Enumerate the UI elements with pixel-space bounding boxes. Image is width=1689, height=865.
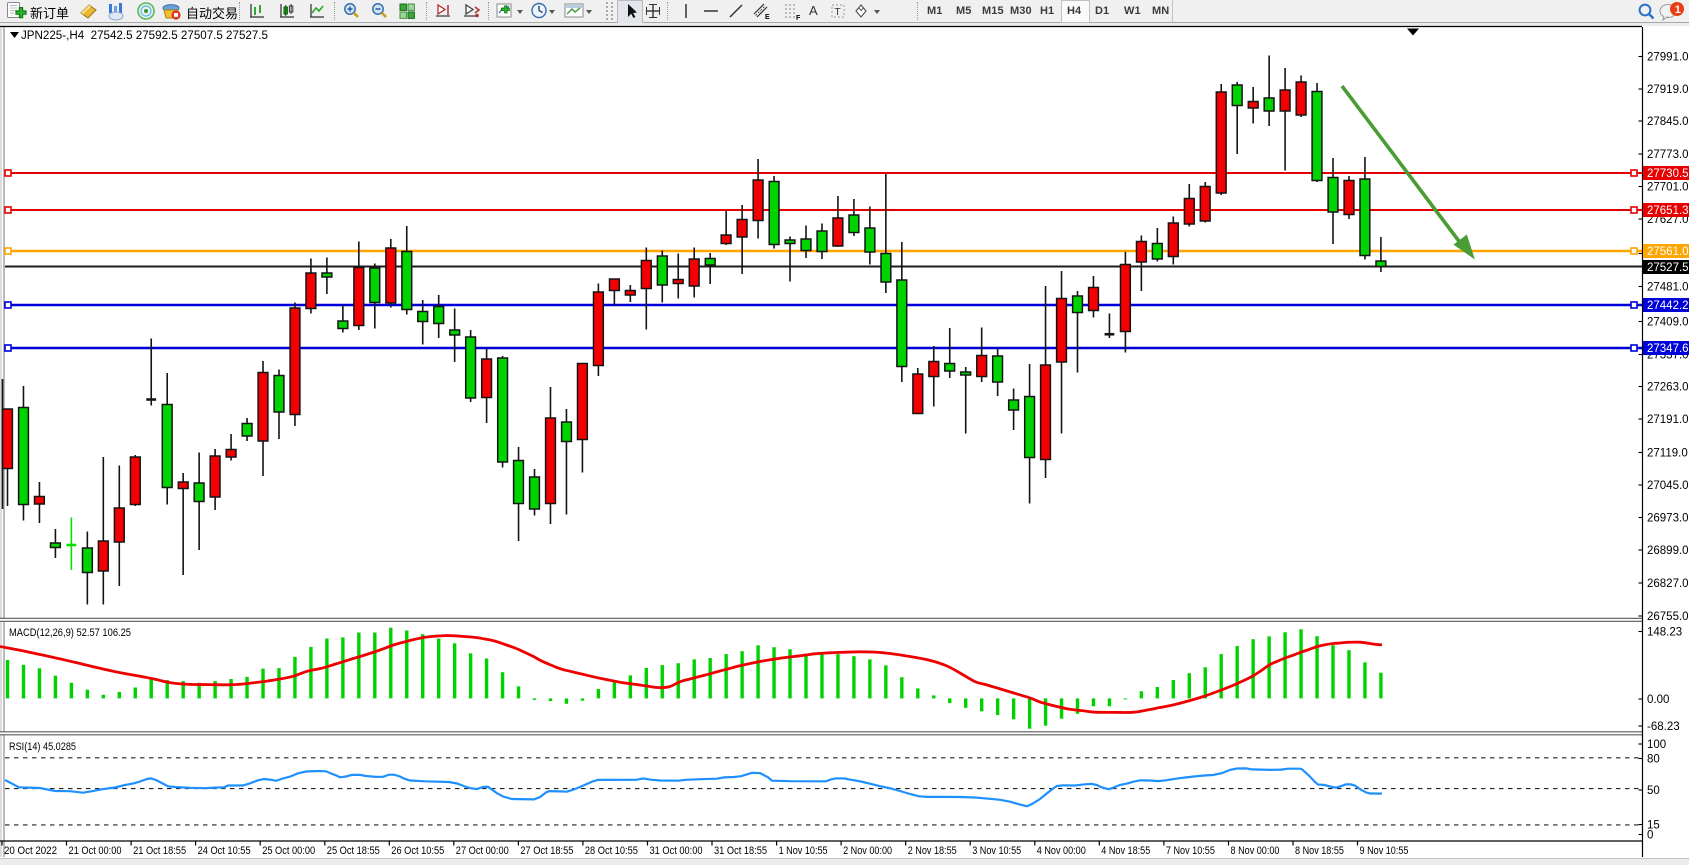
svg-text:MACD(12,26,9) 52.57 106.25: MACD(12,26,9) 52.57 106.25: [9, 627, 131, 639]
svg-text:26 Oct 10:55: 26 Oct 10:55: [391, 845, 444, 857]
svg-text:24 Oct 10:55: 24 Oct 10:55: [198, 845, 251, 857]
svg-text:27 Oct 00:00: 27 Oct 00:00: [456, 845, 509, 857]
svg-text:27730.5: 27730.5: [1647, 168, 1689, 180]
svg-text:0.00: 0.00: [1647, 694, 1669, 706]
svg-text:25 Oct 00:00: 25 Oct 00:00: [262, 845, 315, 857]
svg-text:27442.2: 27442.2: [1647, 300, 1689, 312]
svg-text:27845.0: 27845.0: [1647, 116, 1689, 128]
svg-text:26827.0: 26827.0: [1647, 578, 1689, 590]
svg-text:27773.0: 27773.0: [1647, 149, 1689, 161]
svg-text:27527.5: 27527.5: [1647, 262, 1689, 274]
svg-text:27347.6: 27347.6: [1647, 343, 1689, 355]
svg-text:26899.0: 26899.0: [1647, 545, 1689, 557]
svg-text:27919.0: 27919.0: [1647, 84, 1689, 96]
svg-text:21 Oct 18:55: 21 Oct 18:55: [133, 845, 186, 857]
svg-text:JPN225-,H4 27542.5 27592.5 27: JPN225-,H4 27542.5 27592.5 27507.5 27527…: [21, 30, 268, 42]
svg-text:26755.0: 26755.0: [1647, 611, 1689, 623]
svg-text:25 Oct 18:55: 25 Oct 18:55: [327, 845, 380, 857]
svg-text:-68.23: -68.23: [1647, 721, 1680, 733]
svg-text:31 Oct 00:00: 31 Oct 00:00: [650, 845, 703, 857]
svg-text:148.23: 148.23: [1647, 627, 1682, 639]
svg-text:E: E: [765, 14, 770, 21]
svg-text:27991.0: 27991.0: [1647, 52, 1689, 64]
svg-text:27263.0: 27263.0: [1647, 382, 1689, 394]
svg-text:3 Nov 10:55: 3 Nov 10:55: [972, 845, 1021, 857]
svg-text:RSI(14) 45.0285: RSI(14) 45.0285: [9, 741, 76, 753]
svg-text:27045.0: 27045.0: [1647, 480, 1689, 492]
svg-text:2 Nov 00:00: 2 Nov 00:00: [843, 845, 892, 857]
svg-text:26973.0: 26973.0: [1647, 513, 1689, 525]
svg-text:31 Oct 18:55: 31 Oct 18:55: [714, 845, 767, 857]
svg-text:27651.3: 27651.3: [1647, 205, 1689, 217]
svg-text:20 Oct 2022: 20 Oct 2022: [4, 845, 57, 857]
svg-text:7 Nov 10:55: 7 Nov 10:55: [1166, 845, 1215, 857]
svg-text:15: 15: [1647, 820, 1660, 832]
svg-text:27701.0: 27701.0: [1647, 182, 1689, 194]
svg-text:1 Nov 10:55: 1 Nov 10:55: [779, 845, 828, 857]
svg-text:8 Nov 18:55: 8 Nov 18:55: [1295, 845, 1344, 857]
svg-text:27561.0: 27561.0: [1647, 246, 1689, 258]
svg-text:0: 0: [1647, 830, 1653, 842]
svg-text:2 Nov 18:55: 2 Nov 18:55: [908, 845, 957, 857]
svg-text:27 Oct 18:55: 27 Oct 18:55: [520, 845, 573, 857]
svg-text:27409.0: 27409.0: [1647, 317, 1689, 329]
svg-text:27191.0: 27191.0: [1647, 414, 1689, 426]
svg-text:21 Oct 00:00: 21 Oct 00:00: [69, 845, 122, 857]
svg-text:F: F: [796, 15, 801, 21]
svg-text:4 Nov 18:55: 4 Nov 18:55: [1101, 845, 1150, 857]
svg-text:9 Nov 10:55: 9 Nov 10:55: [1360, 845, 1409, 857]
svg-text:50: 50: [1647, 785, 1660, 797]
svg-text:1: 1: [1675, 4, 1681, 16]
svg-text:27119.0: 27119.0: [1647, 448, 1688, 460]
svg-text:T: T: [835, 7, 841, 18]
svg-text:27481.0: 27481.0: [1647, 282, 1689, 294]
svg-text:80: 80: [1647, 754, 1660, 766]
svg-text:8 Nov 00:00: 8 Nov 00:00: [1231, 845, 1280, 857]
svg-text:4 Nov 00:00: 4 Nov 00:00: [1037, 845, 1086, 857]
svg-text:100: 100: [1647, 739, 1666, 751]
svg-text:28 Oct 10:55: 28 Oct 10:55: [585, 845, 638, 857]
